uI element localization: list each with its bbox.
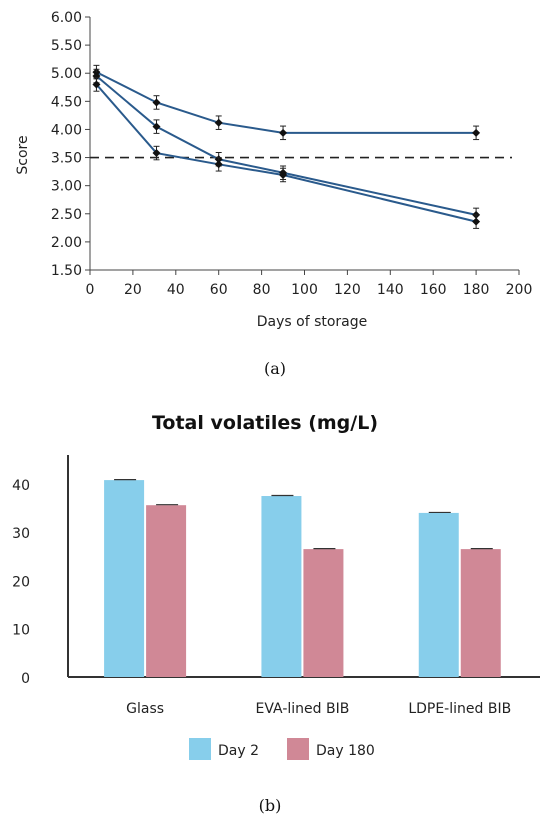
x-tick-label: 140 bbox=[377, 282, 404, 298]
legend-swatch bbox=[287, 738, 309, 760]
y-tick-label: 20 bbox=[12, 574, 30, 590]
x-tick-label: 120 bbox=[334, 282, 361, 298]
category-label: Glass bbox=[126, 701, 164, 717]
line-chart-axes bbox=[89, 17, 519, 271]
data-point bbox=[214, 118, 223, 127]
data-point bbox=[152, 122, 161, 131]
data-point bbox=[214, 160, 223, 169]
bar-chart-x-ticks: Glass EVA-lined BIB LDPE-lined BIB bbox=[126, 701, 511, 717]
bar-day-2 bbox=[261, 496, 302, 677]
legend-label: Day 180 bbox=[316, 743, 375, 759]
bar-day-2 bbox=[104, 480, 145, 677]
y-tick-label: 40 bbox=[12, 478, 30, 494]
y-tick-label: 5.50 bbox=[51, 38, 82, 54]
bar-day-180 bbox=[146, 505, 187, 677]
bar-day-2 bbox=[418, 512, 459, 677]
y-tick-label: 3.00 bbox=[51, 179, 82, 195]
data-point bbox=[472, 217, 481, 226]
y-axis-label: Score bbox=[15, 135, 31, 174]
data-point bbox=[152, 98, 161, 107]
line-chart: 1.50 2.00 2.50 3.00 3.50 4.00 4.50 5.00 5.50 6.00… bbox=[15, 10, 533, 378]
data-point bbox=[152, 149, 161, 158]
line-chart-y-ticks: 1.50 2.00 2.50 3.00 3.50 4.00 4.50 5.00 5.50 6.00 bbox=[51, 10, 90, 279]
series-line bbox=[95, 75, 477, 216]
bar-chart-bars bbox=[104, 478, 501, 677]
y-tick-label: 5.00 bbox=[51, 66, 82, 82]
x-tick-label: 80 bbox=[253, 282, 271, 298]
data-point bbox=[472, 128, 481, 137]
y-tick-label: 1.50 bbox=[51, 263, 82, 279]
line-chart-x-ticks: 0 20 40 60 80 100 120 140 160 180 200 bbox=[86, 270, 533, 298]
y-tick-label: 4.50 bbox=[51, 94, 82, 110]
y-tick-label: 0 bbox=[21, 671, 30, 687]
series-3 bbox=[92, 77, 481, 229]
legend-label: Day 2 bbox=[218, 743, 259, 759]
x-tick-label: 40 bbox=[167, 282, 185, 298]
x-axis-label: Days of storage bbox=[257, 314, 368, 330]
line-chart-series bbox=[92, 64, 481, 229]
chart-title: Total volatiles (mg/L) bbox=[152, 412, 378, 434]
x-tick-label: 180 bbox=[463, 282, 490, 298]
bar-chart: Total volatiles (mg/L) 0 10 20 30 40 Glass EV… bbox=[12, 412, 540, 815]
y-tick-label: 2.50 bbox=[51, 207, 82, 223]
x-tick-label: 160 bbox=[420, 282, 447, 298]
bar-chart-y-ticks: 0 10 20 30 40 bbox=[12, 478, 30, 687]
y-tick-label: 10 bbox=[12, 623, 30, 639]
category-label: LDPE-lined BIB bbox=[408, 701, 511, 717]
y-tick-label: 6.00 bbox=[51, 10, 82, 26]
x-tick-label: 200 bbox=[506, 282, 533, 298]
x-tick-label: 0 bbox=[86, 282, 95, 298]
y-tick-label: 3.50 bbox=[51, 151, 82, 167]
bar-day-180 bbox=[460, 549, 501, 677]
legend-swatch bbox=[189, 738, 211, 760]
bar-day-180 bbox=[303, 549, 344, 677]
x-tick-label: 100 bbox=[291, 282, 318, 298]
caption-b: (b) bbox=[259, 796, 282, 815]
caption-a: (a) bbox=[264, 359, 286, 378]
legend: Day 2 Day 180 bbox=[189, 738, 375, 760]
y-tick-label: 4.00 bbox=[51, 122, 82, 138]
series-1 bbox=[92, 64, 481, 141]
category-label: EVA-lined BIB bbox=[256, 701, 350, 717]
y-tick-label: 2.00 bbox=[51, 235, 82, 251]
data-point bbox=[92, 80, 101, 89]
data-point bbox=[279, 128, 288, 137]
data-point bbox=[279, 170, 288, 179]
x-tick-label: 20 bbox=[124, 282, 142, 298]
x-tick-label: 60 bbox=[210, 282, 228, 298]
y-tick-label: 30 bbox=[12, 526, 30, 542]
